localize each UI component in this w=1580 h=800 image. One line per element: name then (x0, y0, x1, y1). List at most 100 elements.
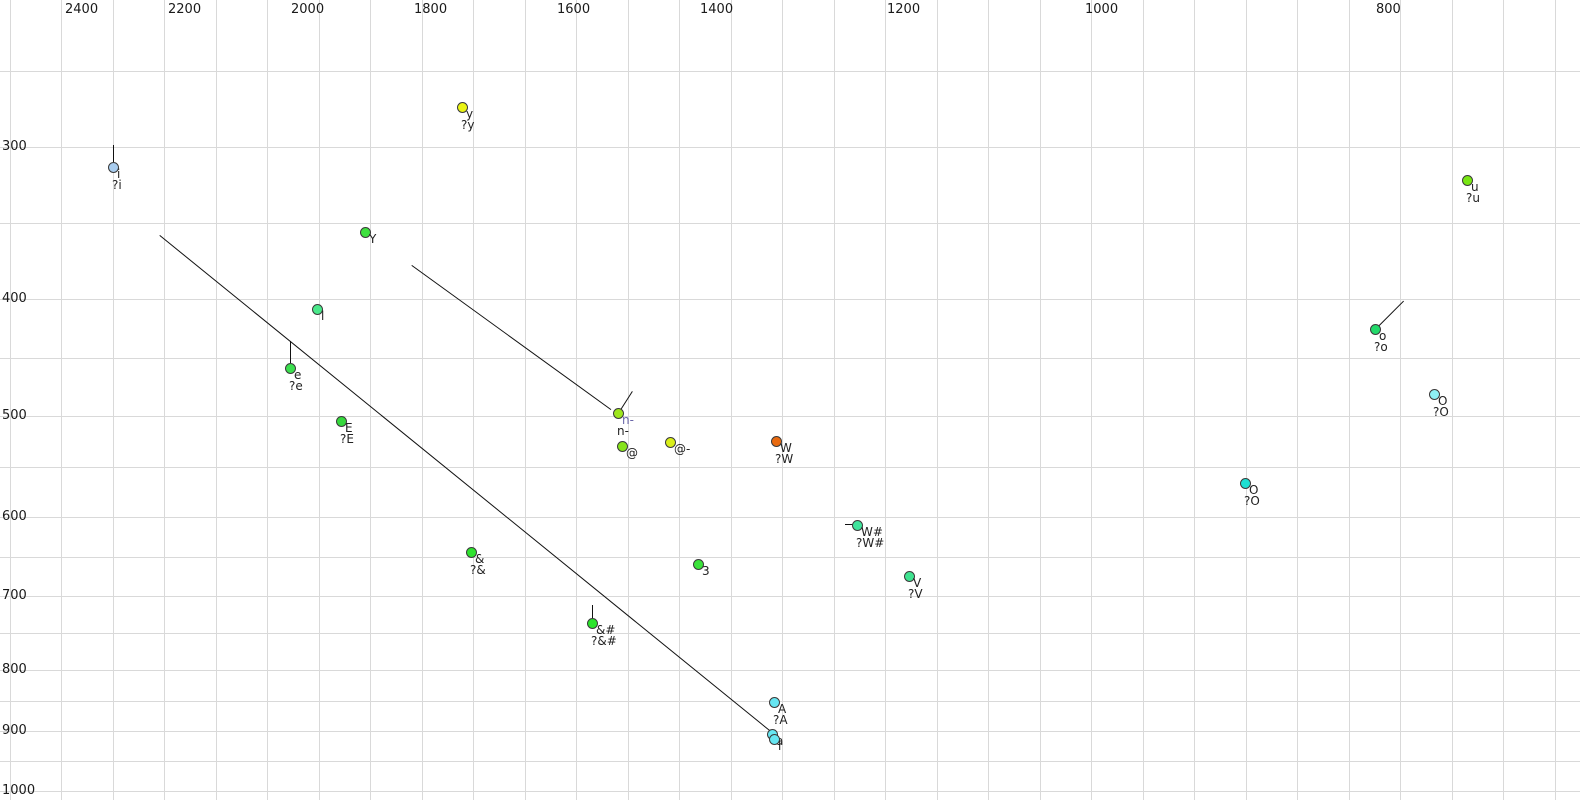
data-point-label: & (475, 552, 485, 566)
data-point[interactable] (771, 436, 782, 447)
data-point-label: W# (861, 525, 883, 539)
y-axis-tick-label: 900 (2, 723, 27, 738)
x-axis-tick-label: 1200 (887, 2, 921, 17)
data-point-label: l (778, 739, 782, 753)
data-point-label: O (1438, 394, 1448, 408)
gridline-vertical (679, 0, 680, 800)
y-axis-tick-label: 1000 (2, 783, 36, 798)
point-tick-mark (113, 145, 114, 162)
data-point-sublabel: n- (617, 424, 629, 438)
data-point[interactable] (1462, 175, 1473, 186)
gridline-vertical (113, 0, 114, 800)
data-point-label: e (294, 368, 302, 382)
gridline-horizontal (0, 299, 1580, 300)
gridline-vertical (1246, 0, 1247, 800)
data-point-sublabel: ?u (1466, 191, 1480, 205)
data-point[interactable] (1429, 389, 1440, 400)
gridline-horizontal (0, 791, 1580, 792)
data-point[interactable] (693, 559, 704, 570)
data-point-label: Y (369, 232, 377, 246)
data-point[interactable] (904, 571, 915, 582)
data-point-label: O (1249, 483, 1259, 497)
gridline-horizontal (0, 467, 1580, 468)
data-point-label: l (321, 309, 325, 323)
gridline-vertical (988, 0, 989, 800)
gridline-vertical (1040, 0, 1041, 800)
gridline-vertical (1091, 0, 1092, 800)
gridline-vertical (1452, 0, 1453, 800)
data-point[interactable] (769, 734, 780, 745)
data-point-sublabel: ?i (112, 178, 122, 192)
point-tick-mark (290, 341, 291, 363)
gridline-vertical (1349, 0, 1350, 800)
data-point-label: n- (622, 413, 634, 427)
trend-line (411, 265, 611, 410)
gridline-horizontal (0, 223, 1580, 224)
gridline-horizontal (0, 517, 1580, 518)
gridline-vertical (1400, 0, 1401, 800)
gridline-vertical (61, 0, 62, 800)
data-point[interactable] (336, 416, 347, 427)
data-point[interactable] (285, 363, 296, 374)
gridline-vertical (216, 0, 217, 800)
gridline-vertical (1143, 0, 1144, 800)
gridline-vertical (628, 0, 629, 800)
gridline-horizontal (0, 761, 1580, 762)
data-point-sublabel: ?& (470, 563, 486, 577)
y-axis-tick-label: 300 (2, 139, 27, 154)
gridline-vertical (1194, 0, 1195, 800)
gridline-horizontal (0, 701, 1580, 702)
data-point-label: A (778, 702, 787, 716)
data-point-label: &# (596, 623, 616, 637)
x-axis-tick-label: 1800 (414, 2, 448, 17)
data-point[interactable] (617, 441, 628, 452)
point-tick-mark (592, 605, 593, 618)
gridline-vertical (10, 0, 11, 800)
data-point[interactable] (466, 547, 477, 558)
data-point[interactable] (312, 304, 323, 315)
gridline-horizontal (0, 670, 1580, 671)
data-point-sublabel: ?y (461, 118, 475, 132)
y-axis-tick-label: 500 (2, 408, 27, 423)
y-axis-tick-label: 800 (2, 662, 27, 677)
gridline-horizontal (0, 596, 1580, 597)
data-point-sublabel: ?V (908, 587, 923, 601)
data-point[interactable] (360, 227, 371, 238)
gridline-vertical (1503, 0, 1504, 800)
data-point[interactable] (108, 162, 119, 173)
data-point[interactable] (1370, 324, 1381, 335)
gridline-horizontal (0, 416, 1580, 417)
gridline-horizontal (0, 147, 1580, 148)
data-point-sublabel: ?O (1244, 494, 1260, 508)
x-axis-tick-label: 800 (1376, 2, 1401, 17)
data-point[interactable] (769, 697, 780, 708)
data-point[interactable] (613, 408, 624, 419)
data-point-label: @- (674, 442, 691, 456)
data-point-label: o (1379, 329, 1387, 343)
data-point[interactable] (1240, 478, 1251, 489)
data-point-sublabel: ?E (340, 432, 354, 446)
y-axis-tick-label: 700 (2, 588, 27, 603)
gridline-horizontal (0, 633, 1580, 634)
data-point-sublabel: ?e (289, 379, 303, 393)
gridline-vertical (370, 0, 371, 800)
data-point[interactable] (457, 102, 468, 113)
data-point[interactable] (665, 437, 676, 448)
gridline-vertical (576, 0, 577, 800)
x-axis-tick-label: 2400 (65, 2, 99, 17)
data-point-sublabel: ?W# (856, 536, 885, 550)
data-point-sublabel: ?O (1433, 405, 1449, 419)
data-point-label: E (345, 421, 353, 435)
data-point[interactable] (587, 618, 598, 629)
y-axis-tick-label: 400 (2, 291, 27, 306)
y-axis-tick-label: 600 (2, 509, 27, 524)
gridline-horizontal (0, 731, 1580, 732)
data-point-label: @ (626, 446, 638, 460)
data-point-label: W (780, 441, 792, 455)
data-point-label: V (913, 576, 922, 590)
gridline-vertical (1555, 0, 1556, 800)
gridline-vertical (267, 0, 268, 800)
data-point-label: 3 (702, 564, 710, 578)
data-point[interactable] (852, 520, 863, 531)
